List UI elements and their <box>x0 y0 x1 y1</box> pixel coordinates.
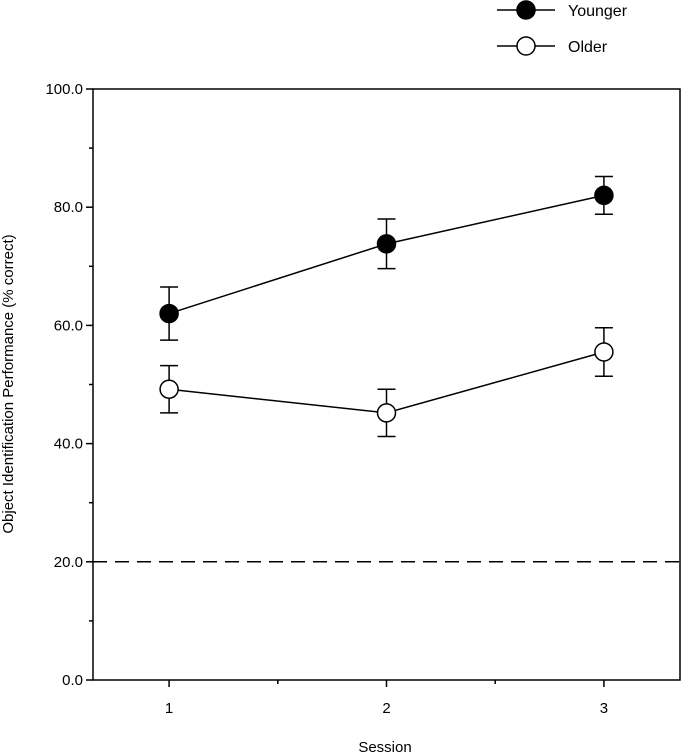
data-point <box>159 379 179 399</box>
series-younger <box>159 175 614 341</box>
data-point <box>159 303 179 324</box>
legend: Younger Older <box>497 0 628 56</box>
data-point <box>376 403 397 423</box>
y-tick-label: 80.0 <box>54 199 83 216</box>
y-tick-label: 20.0 <box>54 554 83 571</box>
data-point <box>594 342 614 362</box>
x-tick-label: 3 <box>600 700 608 717</box>
plot-frame <box>92 88 681 681</box>
legend-label: Younger <box>568 3 628 20</box>
legend-marker <box>516 0 536 20</box>
legend-item-younger: Younger <box>497 0 628 20</box>
y-tick-label: 60.0 <box>54 317 83 334</box>
series-group <box>159 175 614 438</box>
axes: 0.0 20.0 40.0 60.0 80.0 100.0 1 2 3 <box>45 81 608 717</box>
x-tick-label: 2 <box>382 700 390 717</box>
legend-item-older: Older <box>497 36 608 56</box>
data-point <box>376 234 397 254</box>
data-point <box>594 185 614 206</box>
x-tick-label: 1 <box>165 700 173 717</box>
legend-label: Older <box>568 39 608 56</box>
legend-marker <box>516 36 536 56</box>
x-axis-title: Session <box>358 739 411 756</box>
y-axis-title: Object Identification Performance (% cor… <box>0 234 17 533</box>
y-tick-label: 40.0 <box>54 436 83 453</box>
series-older <box>159 327 614 438</box>
y-tick-label: 0.0 <box>62 672 83 689</box>
y-tick-label: 100.0 <box>45 81 83 98</box>
